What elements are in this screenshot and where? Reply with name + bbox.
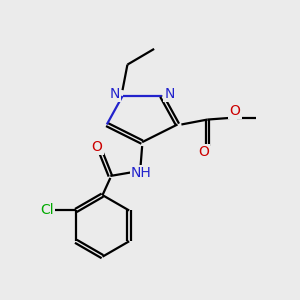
Text: O: O — [230, 104, 240, 118]
Text: NH: NH — [131, 166, 152, 180]
Text: O: O — [92, 140, 102, 154]
Text: O: O — [198, 145, 209, 159]
Text: N: N — [110, 87, 120, 101]
Text: Cl: Cl — [40, 203, 54, 218]
Text: N: N — [164, 87, 175, 101]
